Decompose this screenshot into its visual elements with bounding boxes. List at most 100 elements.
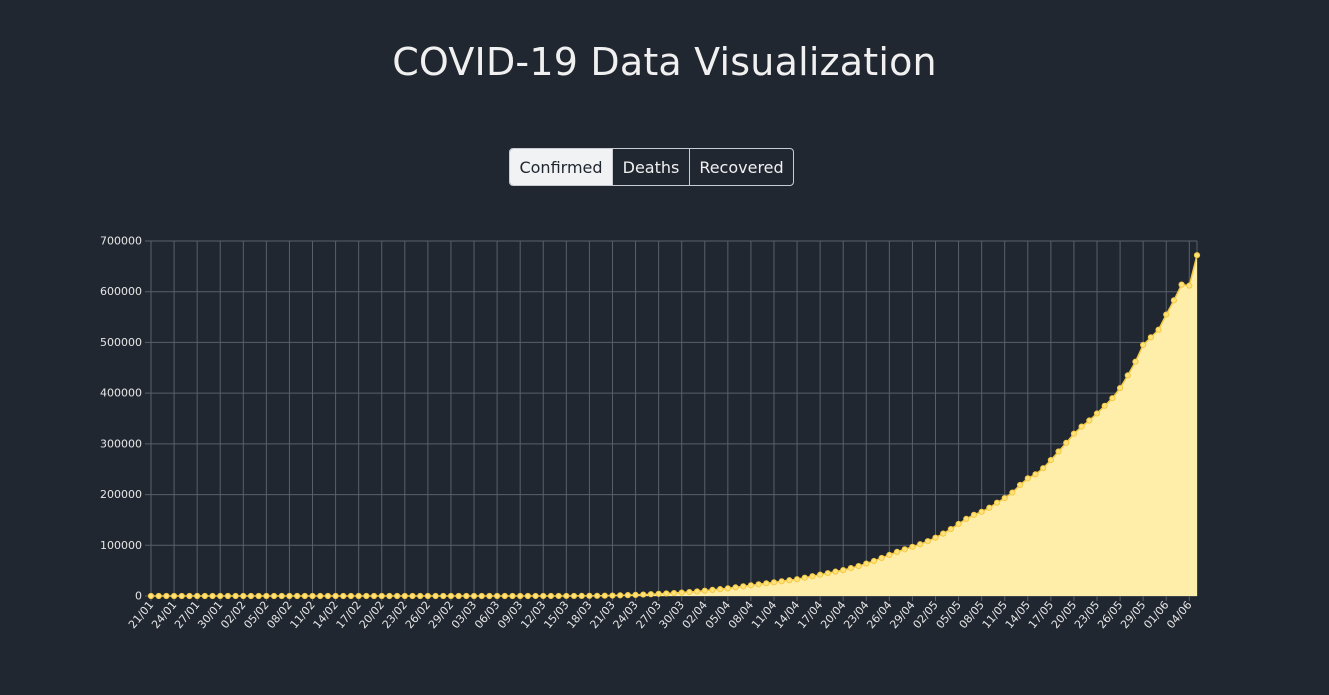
- data-point: [670, 589, 678, 597]
- data-point: [355, 592, 362, 600]
- data-point: [163, 592, 170, 600]
- data-point: [547, 592, 555, 600]
- data-point: [186, 592, 193, 600]
- data-point: [1109, 395, 1116, 402]
- data-point: [886, 551, 893, 559]
- data-point: [563, 592, 570, 600]
- page-title: COVID-19 Data Visualization: [392, 40, 937, 84]
- data-point: [878, 554, 885, 562]
- data-point: [740, 583, 747, 590]
- data-point: [270, 592, 278, 600]
- data-point: [294, 592, 301, 600]
- data-point: [324, 592, 331, 600]
- data-point: [340, 592, 347, 600]
- data-point: [332, 592, 339, 600]
- data-point: [601, 592, 608, 599]
- y-tick-label: 100000: [100, 539, 142, 552]
- y-tick-label: 300000: [100, 437, 142, 450]
- data-point: [1009, 489, 1016, 496]
- data-point: [224, 592, 232, 600]
- data-point: [1047, 456, 1054, 464]
- data-point: [963, 515, 970, 523]
- data-point: [247, 592, 255, 600]
- data-point: [617, 592, 624, 599]
- data-point: [424, 592, 431, 600]
- data-point: [1124, 372, 1131, 379]
- data-point: [1178, 281, 1185, 288]
- data-point: [524, 592, 531, 600]
- data-point: [678, 589, 685, 596]
- data-point: [1163, 311, 1170, 318]
- data-point: [947, 525, 954, 533]
- y-tick-label: 400000: [100, 387, 142, 400]
- x-tick-label: 04/06: [1164, 599, 1194, 632]
- data-point: [317, 592, 324, 600]
- data-point: [1055, 448, 1062, 455]
- data-point: [278, 592, 285, 600]
- data-point: [1093, 410, 1101, 417]
- data-point: [194, 592, 201, 600]
- data-point: [924, 538, 931, 545]
- data-point: [1132, 358, 1139, 365]
- data-point: [870, 557, 878, 565]
- data-point: [932, 534, 939, 541]
- data-point: [240, 592, 247, 600]
- data-point: [255, 592, 262, 600]
- data-point: [555, 592, 562, 600]
- data-point: [478, 592, 485, 600]
- data-point: [632, 591, 639, 598]
- data-point: [763, 580, 770, 587]
- data-point: [470, 592, 478, 600]
- data-point: [517, 592, 524, 600]
- data-point: [501, 592, 508, 600]
- data-point: [586, 592, 593, 599]
- y-tick-label: 600000: [100, 285, 142, 298]
- data-point: [540, 592, 547, 600]
- data-point: [640, 591, 647, 598]
- data-point: [940, 530, 947, 537]
- data-point: [909, 543, 916, 550]
- data-point: [363, 592, 370, 600]
- data-point: [863, 560, 870, 567]
- data-point: [440, 592, 447, 600]
- data-point: [417, 592, 424, 600]
- data-point: [494, 592, 501, 600]
- data-point: [724, 585, 731, 592]
- data-point: [824, 570, 831, 577]
- deaths-button[interactable]: Deaths: [612, 149, 689, 185]
- data-point: [286, 592, 293, 600]
- data-point: [263, 592, 270, 600]
- data-point: [532, 592, 539, 600]
- confirmed-area: [151, 255, 1197, 596]
- data-point: [970, 511, 978, 518]
- data-point: [955, 520, 962, 528]
- data-point: [432, 592, 439, 600]
- data-point: [893, 548, 901, 555]
- data-point: [309, 592, 316, 600]
- data-point: [993, 499, 1001, 506]
- data-point: [732, 584, 739, 591]
- data-point: [986, 504, 993, 511]
- data-point: [655, 590, 662, 597]
- data-point: [455, 592, 462, 600]
- data-point: [817, 571, 824, 578]
- data-point: [801, 574, 808, 581]
- data-point: [155, 592, 162, 600]
- data-point: [1140, 341, 1147, 349]
- data-point: [647, 591, 655, 598]
- data-point: [593, 592, 601, 599]
- data-point: [409, 592, 416, 600]
- confirmed-button[interactable]: Confirmed: [510, 149, 612, 185]
- data-point: [855, 562, 862, 570]
- data-point: [755, 581, 762, 588]
- recovered-button[interactable]: Recovered: [689, 149, 793, 185]
- data-point: [1040, 465, 1047, 472]
- data-point: [901, 546, 908, 553]
- data-point: [170, 592, 178, 600]
- data-point: [832, 568, 839, 575]
- data-point: [578, 592, 585, 600]
- data-point: [570, 592, 578, 600]
- data-point: [1032, 471, 1039, 478]
- data-point: [447, 592, 455, 600]
